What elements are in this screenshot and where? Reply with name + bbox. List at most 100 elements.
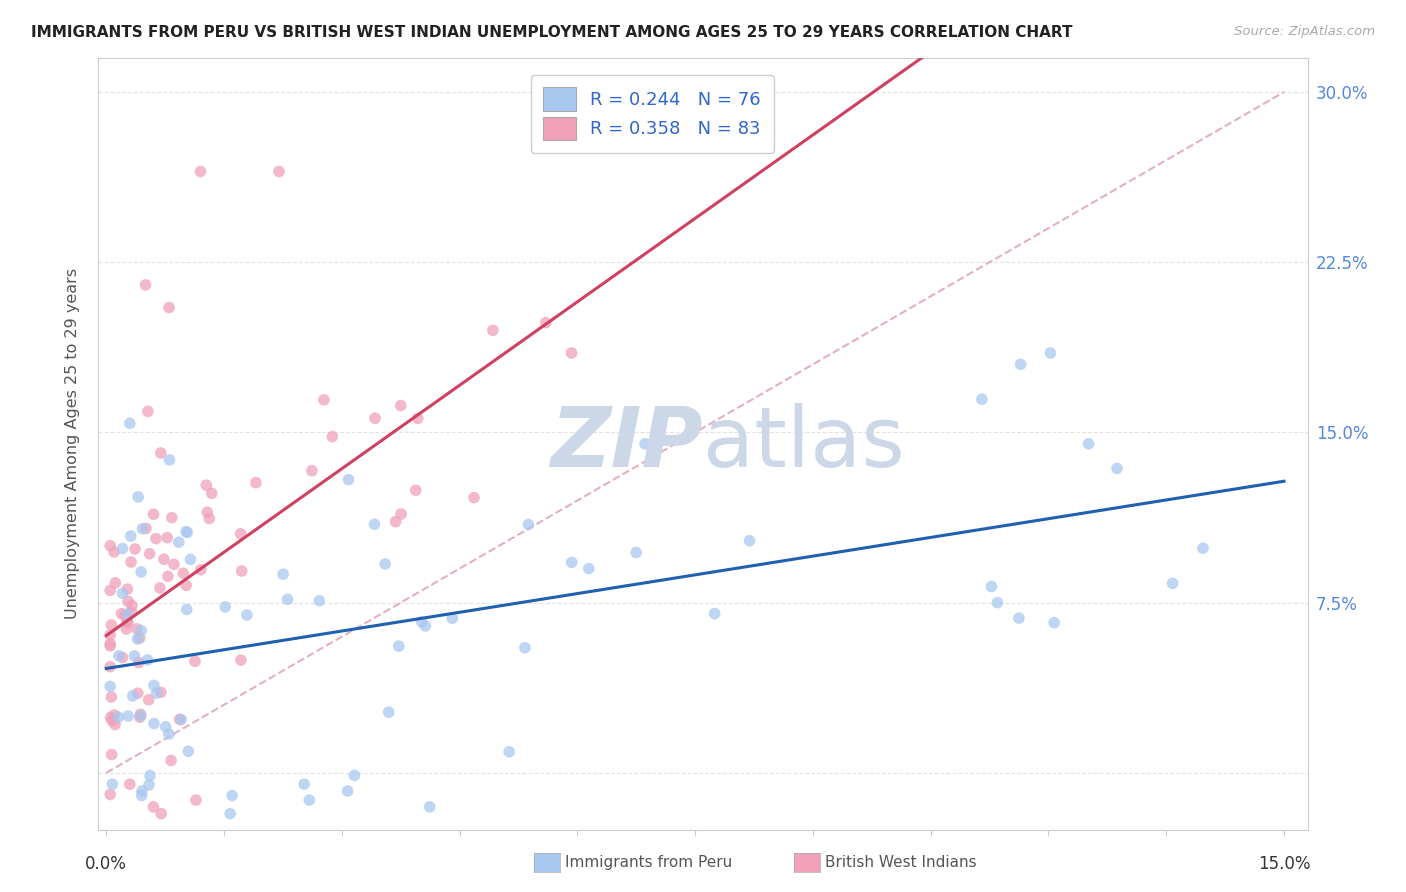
Text: British West Indians: British West Indians bbox=[825, 855, 977, 870]
Point bbox=[1008, 611, 1031, 625]
Point bbox=[388, 639, 411, 653]
Point bbox=[1192, 541, 1215, 556]
Point bbox=[129, 624, 152, 638]
Point bbox=[343, 768, 366, 782]
Point bbox=[214, 599, 236, 614]
Point bbox=[337, 473, 360, 487]
Point bbox=[374, 557, 396, 571]
Point bbox=[463, 491, 485, 505]
Point bbox=[411, 615, 433, 629]
Point bbox=[100, 710, 122, 724]
Point bbox=[149, 581, 172, 595]
Point bbox=[513, 640, 536, 655]
Point bbox=[703, 607, 725, 621]
Point bbox=[174, 578, 197, 592]
Point bbox=[160, 754, 183, 768]
Point bbox=[153, 552, 176, 566]
Point bbox=[121, 599, 143, 613]
Point bbox=[129, 565, 152, 579]
Point bbox=[406, 411, 429, 425]
Point bbox=[117, 594, 139, 608]
Point bbox=[160, 510, 183, 524]
Point bbox=[125, 622, 148, 636]
Point bbox=[101, 714, 124, 728]
Text: atlas: atlas bbox=[703, 403, 904, 484]
Point bbox=[157, 301, 180, 315]
Point bbox=[129, 708, 152, 723]
Point bbox=[415, 619, 437, 633]
Point bbox=[534, 316, 557, 330]
Point bbox=[190, 164, 212, 178]
Point bbox=[184, 793, 207, 807]
Point bbox=[142, 678, 165, 692]
Point bbox=[179, 552, 201, 566]
Point bbox=[98, 628, 121, 642]
Point bbox=[100, 690, 122, 704]
Point bbox=[138, 547, 160, 561]
Point bbox=[308, 594, 330, 608]
Point bbox=[195, 478, 218, 492]
Point bbox=[176, 525, 198, 540]
Point bbox=[276, 592, 298, 607]
Point bbox=[98, 637, 121, 651]
Point bbox=[100, 747, 122, 762]
Point bbox=[114, 608, 136, 623]
Point bbox=[184, 654, 207, 668]
Point bbox=[980, 580, 1002, 594]
Point bbox=[118, 417, 141, 431]
Point bbox=[561, 556, 583, 570]
Point bbox=[986, 596, 1008, 610]
Point bbox=[103, 545, 125, 559]
Point bbox=[482, 323, 505, 337]
Point bbox=[970, 392, 993, 407]
Point bbox=[131, 522, 153, 536]
Point bbox=[131, 789, 153, 803]
Point bbox=[377, 705, 399, 719]
Point bbox=[124, 541, 146, 556]
Point bbox=[229, 653, 252, 667]
Point bbox=[364, 411, 387, 425]
Point bbox=[135, 277, 157, 292]
Point bbox=[155, 720, 177, 734]
Point bbox=[98, 659, 121, 673]
Point bbox=[167, 535, 190, 549]
Point bbox=[120, 555, 142, 569]
Point bbox=[138, 778, 160, 792]
Point bbox=[578, 561, 600, 575]
Point bbox=[229, 526, 252, 541]
Point bbox=[561, 346, 583, 360]
Point bbox=[139, 768, 162, 782]
Point bbox=[117, 709, 139, 723]
Point bbox=[267, 164, 290, 178]
Point bbox=[98, 788, 121, 802]
Point bbox=[131, 784, 153, 798]
Point bbox=[624, 545, 647, 559]
Point bbox=[111, 541, 134, 556]
Point bbox=[1077, 436, 1099, 450]
Point bbox=[1010, 357, 1032, 371]
Point bbox=[419, 800, 441, 814]
Point bbox=[128, 631, 150, 645]
Point bbox=[177, 744, 200, 758]
Point bbox=[149, 685, 172, 699]
Point bbox=[127, 686, 149, 700]
Point bbox=[127, 490, 149, 504]
Point bbox=[108, 648, 131, 663]
Text: Source: ZipAtlas.com: Source: ZipAtlas.com bbox=[1234, 25, 1375, 38]
Point bbox=[98, 680, 121, 694]
Point bbox=[517, 517, 540, 532]
Point bbox=[103, 708, 125, 723]
Point bbox=[384, 515, 406, 529]
Point bbox=[101, 777, 124, 791]
Point bbox=[135, 521, 157, 535]
Point bbox=[321, 429, 343, 443]
Text: 0.0%: 0.0% bbox=[86, 855, 127, 873]
Point bbox=[163, 558, 186, 572]
Point bbox=[142, 716, 165, 731]
Point bbox=[124, 648, 146, 663]
Point bbox=[104, 717, 127, 731]
Point bbox=[110, 607, 132, 621]
Text: IMMIGRANTS FROM PERU VS BRITISH WEST INDIAN UNEMPLOYMENT AMONG AGES 25 TO 29 YEA: IMMIGRANTS FROM PERU VS BRITISH WEST IND… bbox=[31, 25, 1073, 40]
Text: Immigrants from Peru: Immigrants from Peru bbox=[565, 855, 733, 870]
Point bbox=[128, 656, 150, 670]
